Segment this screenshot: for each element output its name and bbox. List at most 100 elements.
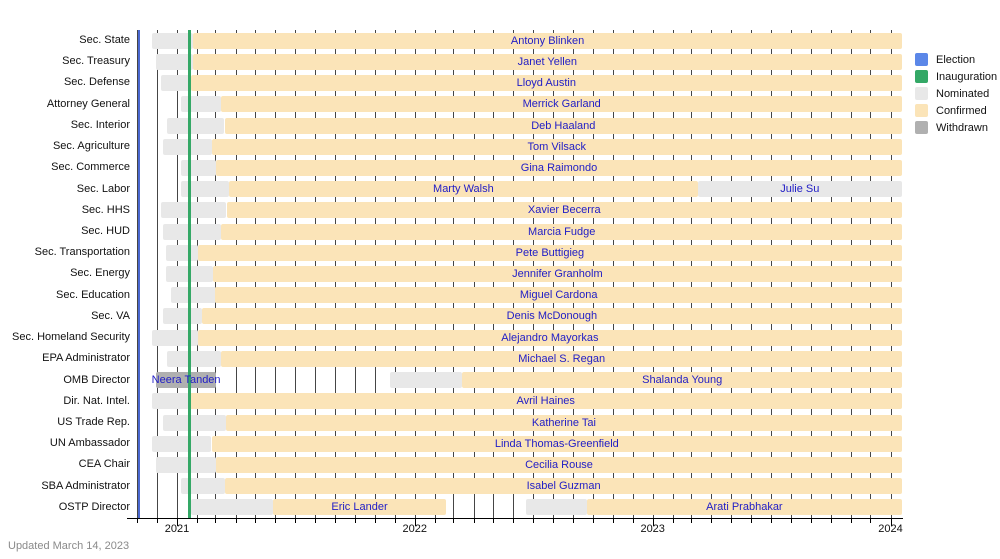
name-label-avril-haines: Avril Haines xyxy=(516,395,575,408)
legend-item-inauguration: Inauguration xyxy=(915,68,997,85)
bar-confirmed-sec-defense xyxy=(190,75,902,91)
bar-nominated-cea-chair xyxy=(156,456,216,473)
bar-confirmed-attorney-general xyxy=(221,96,902,113)
bar-nominated-sec-hud xyxy=(162,223,222,240)
bar-confirmed-sec-energy xyxy=(212,266,902,282)
bar-confirmed-sec-homeland-security xyxy=(197,329,902,346)
bar-nominated-omb-director xyxy=(390,372,463,389)
month-tick xyxy=(156,519,158,523)
bar-nominated-sec-homeland-security xyxy=(151,329,198,346)
month-tick xyxy=(553,519,554,523)
row-label-dir-nat-intel: Dir. Nat. Intel. xyxy=(63,394,130,407)
year-label-2022: 2022 xyxy=(402,523,428,535)
row-label-sec-labor: Sec. Labor xyxy=(76,182,130,195)
month-tick xyxy=(830,519,832,523)
bar-confirmed-un-ambassador xyxy=(211,435,902,452)
row-label-un-ambassador: UN Ambassador xyxy=(49,437,130,450)
bar-confirmed-sec-transportation xyxy=(197,244,902,261)
month-tick xyxy=(870,519,872,523)
bar-confirmed-sec-hud xyxy=(221,223,902,240)
bar-nominated-sec-hhs xyxy=(160,202,227,219)
election-line xyxy=(137,30,140,518)
name-label-gina-raimondo: Gina Raimondo xyxy=(520,161,598,174)
name-label-tom-vilsack: Tom Vilsack xyxy=(527,140,587,153)
legend-item-election: Election xyxy=(915,51,997,68)
legend-item-withdrawn: Withdrawn xyxy=(915,119,997,136)
bar-confirmed-sec-hhs xyxy=(226,202,902,219)
bar-nominated-sec-agriculture xyxy=(162,138,212,155)
month-tick xyxy=(215,519,217,523)
year-tick xyxy=(652,519,654,526)
name-label-deb-haaland: Deb Haaland xyxy=(531,119,596,132)
row-label-sec-treasury: Sec. Treasury xyxy=(62,55,130,68)
bar-nominated-sec-commerce xyxy=(180,159,217,176)
name-label-arati-prabhakar: Arati Prabhakar xyxy=(706,501,783,514)
bar-confirmed-cea-chair xyxy=(216,456,902,473)
bar-nominated-sec-education xyxy=(170,287,216,304)
month-tick xyxy=(493,519,494,523)
bar-confirmed-us-trade-rep xyxy=(225,414,902,431)
month-tick xyxy=(751,519,753,523)
row-label-sec-agriculture: Sec. Agriculture xyxy=(52,140,130,153)
bar-nominated-sec-interior xyxy=(167,117,225,134)
name-label-linda-thomas-greenfield: Linda Thomas-Greenfield xyxy=(494,437,619,450)
legend-label-election: Election xyxy=(936,53,976,66)
month-tick xyxy=(453,519,455,523)
legend-item-nominated: Nominated xyxy=(915,85,997,102)
row-label-omb-director: OMB Director xyxy=(63,373,130,386)
month-tick xyxy=(197,519,199,523)
bar-confirmed-sec-va xyxy=(201,308,902,325)
month-tick xyxy=(730,519,732,523)
month-tick xyxy=(354,519,356,523)
month-tick xyxy=(137,519,139,523)
bar-nominated-sec-state xyxy=(151,32,194,49)
row-label-column: Sec. State Sec. Treasury Sec. Defense Attor… xyxy=(0,30,130,518)
row-label-sba-administrator: SBA Administrator xyxy=(41,479,130,492)
name-label-pete-buttigieg: Pete Buttigieg xyxy=(515,246,585,259)
bar-confirmed-sec-education xyxy=(215,287,902,304)
month-tick xyxy=(335,519,337,523)
bar-nominated-attorney-general xyxy=(180,96,222,113)
month-tick xyxy=(592,519,594,523)
year-tick xyxy=(890,519,892,526)
bar-nominated-sec-va xyxy=(162,308,202,325)
row-label-us-trade-rep: US Trade Rep. xyxy=(57,415,130,428)
bar-nominated-us-trade-rep xyxy=(162,414,226,431)
month-tick xyxy=(435,519,436,523)
bar-confirmed-dir-nat-intel xyxy=(189,393,902,410)
row-label-sec-hud: Sec. HUD xyxy=(81,225,130,237)
month-tick xyxy=(672,519,674,523)
month-tick xyxy=(275,519,277,523)
month-tick xyxy=(711,519,713,523)
bar-confirmed-epa-administrator xyxy=(221,350,902,367)
row-label-cea-chair: CEA Chair xyxy=(78,458,130,471)
row-label-sec-hhs: Sec. HHS xyxy=(81,203,130,216)
month-tick xyxy=(573,519,575,523)
row-label-sec-education: Sec. Education xyxy=(56,288,130,301)
month-tick xyxy=(612,519,614,523)
legend: Election Inauguration Nominated Confirmed Wi… xyxy=(915,51,997,136)
name-label-xavier-becerra: Xavier Becerra xyxy=(527,204,601,217)
name-label-miguel-cardona: Miguel Cardona xyxy=(519,289,598,302)
bar-nominated-dir-nat-intel xyxy=(151,393,190,410)
x-axis-line xyxy=(127,518,903,519)
year-label-2024: 2024 xyxy=(878,523,903,535)
name-label-jennifer-granholm: Jennifer Granholm xyxy=(512,268,603,280)
month-tick xyxy=(473,519,475,523)
month-tick xyxy=(394,519,396,523)
bar-nominated-sec-labor xyxy=(180,181,230,198)
bar-confirmed-omb-director xyxy=(462,372,902,389)
name-label-eric-lander: Eric Lander xyxy=(331,501,388,514)
bar-confirmed-sec-treasury xyxy=(192,53,902,70)
month-tick xyxy=(770,519,772,523)
name-label-antony-blinken: Antony Blinken xyxy=(510,34,585,47)
month-tick xyxy=(513,519,515,523)
plot-area: Antony Blinken Janet Yellen Lloyd Austin Me… xyxy=(135,30,902,518)
name-label-denis-mcdonough: Denis McDonough xyxy=(506,310,598,323)
updated-note: Updated March 14, 2023 xyxy=(8,540,130,552)
row-label-ostp-director: OSTP Director xyxy=(58,500,130,513)
bar-nominated-sec-treasury xyxy=(156,53,193,70)
row-label-sec-transportation: Sec. Transportation xyxy=(34,246,130,259)
row-label-sec-va: Sec. VA xyxy=(91,309,130,322)
